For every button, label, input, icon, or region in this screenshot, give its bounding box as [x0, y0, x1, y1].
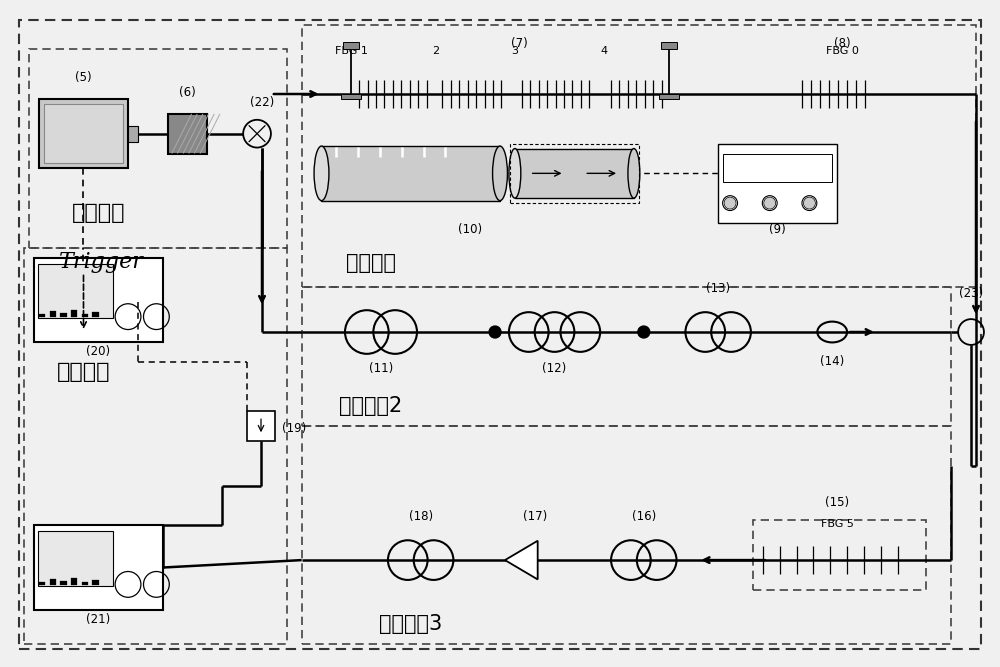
Text: (22): (22): [250, 96, 274, 109]
Bar: [302, 25, 976, 287]
Text: (11): (11): [369, 362, 393, 375]
Bar: [39, 582, 45, 585]
Text: (5): (5): [75, 71, 92, 84]
Bar: [34, 257, 163, 342]
Text: (10): (10): [458, 223, 482, 236]
Bar: [723, 154, 832, 181]
Ellipse shape: [628, 149, 640, 198]
Bar: [659, 94, 679, 99]
Bar: [510, 143, 639, 203]
Ellipse shape: [509, 149, 521, 198]
Text: 2: 2: [432, 46, 439, 56]
Text: (16): (16): [632, 510, 656, 524]
Text: Trigger: Trigger: [59, 251, 144, 273]
Bar: [38, 532, 113, 586]
Ellipse shape: [493, 146, 507, 201]
Bar: [71, 578, 77, 585]
Bar: [39, 99, 128, 168]
Bar: [50, 579, 56, 585]
Bar: [341, 94, 361, 99]
Bar: [247, 412, 275, 441]
Text: (8): (8): [834, 37, 850, 51]
Ellipse shape: [762, 195, 777, 211]
Text: (18): (18): [409, 510, 433, 524]
Ellipse shape: [314, 146, 329, 201]
Circle shape: [489, 326, 501, 338]
Text: (15): (15): [825, 496, 849, 508]
Text: (21): (21): [86, 612, 110, 626]
Text: (20): (20): [86, 345, 110, 358]
Bar: [168, 114, 207, 153]
Bar: [82, 314, 88, 317]
Bar: [92, 312, 99, 317]
Bar: [128, 126, 138, 141]
Bar: [302, 287, 951, 426]
Text: 光源模块: 光源模块: [72, 203, 125, 223]
Circle shape: [638, 326, 650, 338]
Text: 4: 4: [601, 46, 608, 56]
Bar: [718, 143, 837, 223]
Bar: [60, 581, 67, 585]
Bar: [50, 311, 56, 317]
Ellipse shape: [803, 197, 815, 209]
Text: (13): (13): [706, 282, 730, 295]
Text: 传感单关2: 传感单关2: [339, 396, 403, 416]
Ellipse shape: [802, 195, 817, 211]
Bar: [71, 310, 77, 317]
Text: (23): (23): [959, 287, 983, 300]
Bar: [82, 582, 88, 585]
Bar: [92, 580, 99, 585]
Text: (17): (17): [523, 510, 547, 524]
Text: FBG 1: FBG 1: [335, 46, 368, 56]
Text: (6): (6): [179, 86, 196, 99]
Text: (19): (19): [282, 422, 306, 435]
Bar: [321, 146, 500, 201]
Bar: [29, 49, 287, 247]
Bar: [515, 149, 634, 198]
Text: FBG 0: FBG 0: [826, 46, 859, 56]
Text: 待测单元: 待测单元: [346, 253, 396, 273]
Ellipse shape: [723, 195, 738, 211]
Bar: [302, 426, 951, 644]
Text: 记录模块: 记录模块: [57, 362, 110, 382]
Bar: [343, 43, 359, 49]
Bar: [661, 43, 677, 49]
Text: 色散单关3: 色散单关3: [379, 614, 442, 634]
Bar: [34, 526, 163, 610]
Bar: [753, 520, 926, 590]
Text: (14): (14): [820, 355, 844, 368]
Bar: [38, 263, 113, 318]
Ellipse shape: [764, 197, 776, 209]
Bar: [44, 104, 123, 163]
Ellipse shape: [724, 197, 736, 209]
Bar: [24, 247, 287, 644]
Text: 3: 3: [511, 46, 518, 56]
Text: FBG 5: FBG 5: [821, 520, 854, 530]
Text: (12): (12): [542, 362, 567, 375]
Polygon shape: [505, 541, 538, 580]
Bar: [60, 313, 67, 317]
Text: (7): (7): [511, 37, 528, 51]
Text: (9): (9): [769, 223, 786, 236]
Bar: [39, 314, 45, 317]
